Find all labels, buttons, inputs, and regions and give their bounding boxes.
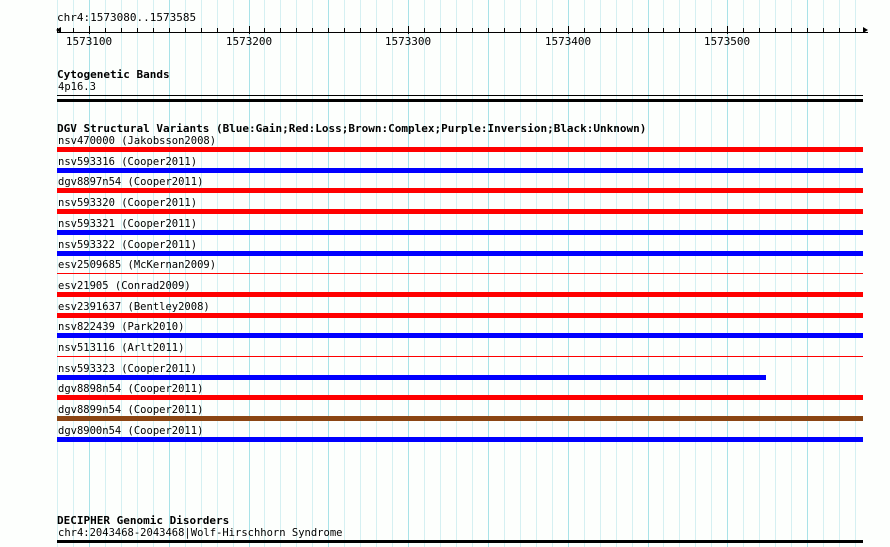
ruler-tick-minor: [121, 28, 122, 33]
dgv-variant-bar[interactable]: [57, 436, 863, 442]
ruler-tick-minor: [679, 28, 680, 33]
ruler-tick-minor: [807, 28, 808, 33]
ruler-tick-label: 1573200: [225, 35, 273, 48]
ruler-tick-minor: [424, 28, 425, 33]
ruler-tick-minor: [520, 28, 521, 33]
ruler-tick-minor: [648, 28, 649, 33]
ruler-tick-minor: [775, 28, 776, 33]
ruler-tick-label: 1573100: [65, 35, 113, 48]
ruler-tick-minor: [217, 28, 218, 33]
cytogenetic-band-underline: [57, 95, 863, 96]
cytogenetic-band-label: 4p16.3: [58, 81, 96, 93]
ruler-left-arrow-icon: [56, 27, 61, 33]
ruler-tick-minor: [105, 28, 106, 33]
dgv-variant-bar[interactable]: [57, 374, 766, 380]
ruler-tick-minor: [584, 28, 585, 33]
dgv-variant-label[interactable]: dgv8900n54 (Cooper2011): [58, 424, 204, 437]
ruler-tick-minor: [185, 28, 186, 33]
decipher-region-bar: [57, 540, 863, 543]
ruler-tick-minor: [153, 28, 154, 33]
section-title-cytogenetic-bands: Cytogenetic Bands: [57, 68, 170, 81]
ruler-tick-minor: [440, 28, 441, 33]
ruler-tick-minor: [616, 28, 617, 33]
ruler-right-arrow-icon: [863, 27, 868, 33]
dgv-variant-label[interactable]: nsv593321 (Cooper2011): [58, 217, 198, 230]
ruler-tick-label: 1573400: [544, 35, 592, 48]
dgv-variant-label[interactable]: nsv593322 (Cooper2011): [58, 238, 198, 251]
ruler-tick-minor: [600, 28, 601, 33]
dgv-variant-label[interactable]: esv2391637 (Bentley2008): [58, 300, 210, 313]
dgv-variant-label[interactable]: nsv513116 (Arlt2011): [58, 342, 185, 354]
region-coordinate-label: chr4:1573080..1573585: [57, 11, 197, 24]
ruler-tick-minor: [536, 28, 537, 33]
ruler-tick-minor: [711, 28, 712, 33]
ruler-axis-line: [58, 32, 868, 33]
dgv-variant-label[interactable]: nsv593323 (Cooper2011): [58, 362, 198, 375]
ruler-tick-minor: [344, 28, 345, 33]
ruler-tick-minor: [823, 28, 824, 33]
dgv-variant-bar[interactable]: [57, 356, 863, 357]
ruler-tick-minor: [456, 28, 457, 33]
ruler-tick-minor: [264, 28, 265, 33]
ruler-tick-minor: [663, 28, 664, 33]
dgv-variant-bar[interactable]: [57, 416, 863, 422]
ruler-tick-minor: [201, 28, 202, 33]
ruler-tick-major: [408, 26, 409, 34]
ruler-tick-minor: [73, 28, 74, 33]
dgv-variant-label[interactable]: esv2509685 (McKernan2009): [58, 259, 217, 272]
dgv-variant-label[interactable]: nsv593320 (Cooper2011): [58, 197, 198, 210]
ruler-tick-major: [249, 26, 250, 34]
ruler-tick-minor: [360, 28, 361, 33]
ruler-tick-minor: [296, 28, 297, 33]
ruler-tick-minor: [855, 28, 856, 33]
ruler-tick-minor: [743, 28, 744, 33]
ruler-tick-minor: [376, 28, 377, 33]
ruler-tick-minor: [488, 28, 489, 33]
dgv-variant-bar[interactable]: [57, 333, 863, 339]
ruler-tick-label: 1573300: [384, 35, 432, 48]
dgv-variant-bar[interactable]: [57, 312, 863, 318]
section-title-dgv-structural-variants: DGV Structural Variants (Blue:Gain;Red:L…: [57, 122, 647, 135]
ruler-tick-minor: [552, 28, 553, 33]
dgv-variant-bar[interactable]: [57, 209, 863, 215]
ruler-tick-major: [727, 26, 728, 34]
dgv-variant-bar[interactable]: [57, 395, 863, 401]
dgv-variant-bar[interactable]: [57, 147, 863, 152]
ruler-tick-major: [568, 26, 569, 34]
ruler-tick-minor: [759, 28, 760, 33]
ruler-tick-major: [89, 26, 90, 34]
dgv-variant-label[interactable]: nsv470000 (Jakobsson2008): [58, 135, 217, 147]
ruler-tick-minor: [504, 28, 505, 33]
ruler-tick-minor: [392, 28, 393, 33]
dgv-variant-bar[interactable]: [57, 167, 863, 173]
dgv-variant-label[interactable]: dgv8897n54 (Cooper2011): [58, 176, 204, 189]
ruler-tick-minor: [472, 28, 473, 33]
ruler-tick-minor: [280, 28, 281, 33]
dgv-variant-label[interactable]: nsv593316 (Cooper2011): [58, 155, 198, 168]
dgv-variant-bar[interactable]: [57, 250, 863, 256]
ruler-tick-minor: [137, 28, 138, 33]
dgv-variant-label[interactable]: nsv822439 (Park2010): [58, 321, 185, 334]
ruler-tick-minor: [791, 28, 792, 33]
section-title-decipher-genomic-disorders: DECIPHER Genomic Disorders: [57, 514, 230, 527]
ruler-tick-minor: [57, 28, 58, 33]
ruler-tick-minor: [312, 28, 313, 33]
dgv-variant-bar[interactable]: [57, 291, 863, 297]
dgv-variant-bar[interactable]: [57, 229, 863, 235]
decipher-entry-label: chr4:2043468-2043468|Wolf-Hirschhorn Syn…: [58, 527, 343, 539]
ruler-tick-minor: [233, 28, 234, 33]
dgv-variant-label[interactable]: dgv8899n54 (Cooper2011): [58, 404, 204, 417]
ruler-tick-label: 1573500: [703, 35, 751, 48]
cytogenetic-band-bar: [57, 99, 863, 102]
ruler-tick-minor: [632, 28, 633, 33]
ruler-tick-minor: [328, 28, 329, 33]
dgv-variant-bar[interactable]: [57, 273, 863, 275]
dgv-variant-bar[interactable]: [57, 188, 863, 194]
dgv-variant-label[interactable]: esv21905 (Conrad2009): [58, 279, 191, 292]
ruler-tick-minor: [169, 28, 170, 33]
ruler-tick-minor: [839, 28, 840, 33]
dgv-variant-label[interactable]: dgv8898n54 (Cooper2011): [58, 383, 204, 396]
ruler-tick-minor: [695, 28, 696, 33]
